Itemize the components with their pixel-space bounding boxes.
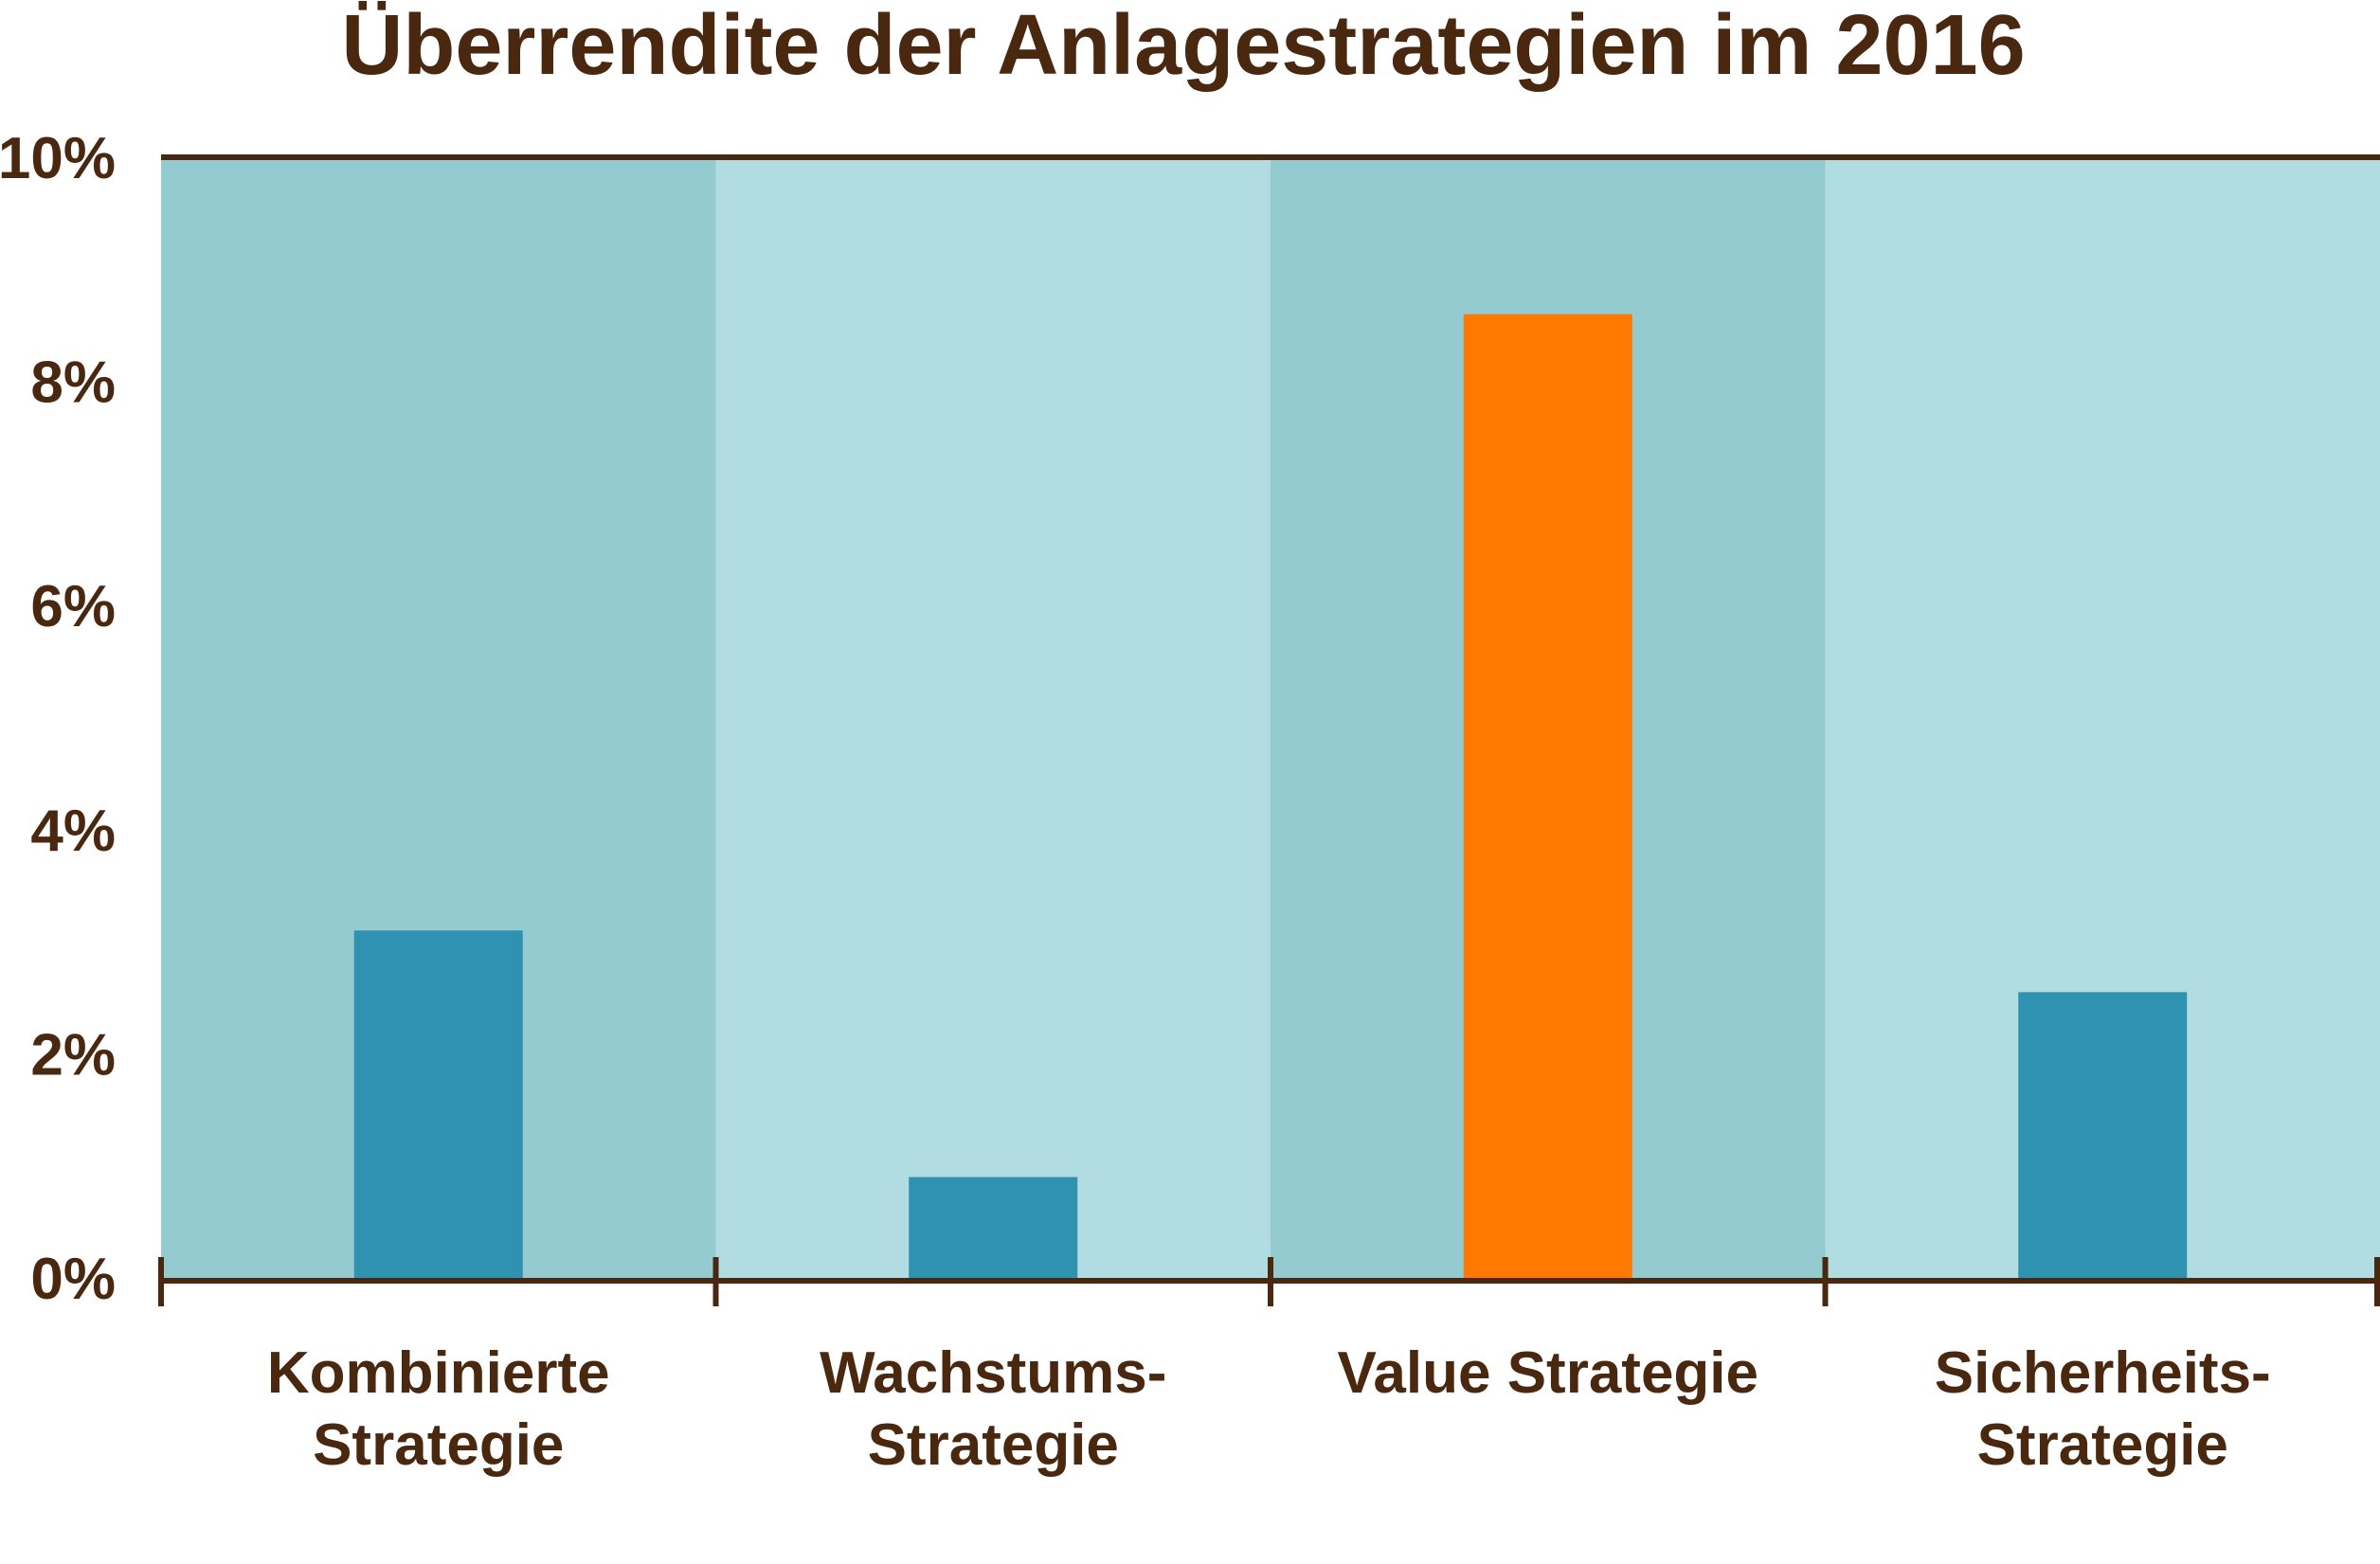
y-tick-label: 0% — [30, 1247, 116, 1312]
category-bands — [161, 157, 2380, 1278]
x-tick-label: Kombinierte — [267, 1340, 610, 1406]
bar — [2018, 992, 2188, 1278]
x-tick-label: Sicherheits- — [1935, 1340, 2271, 1406]
chart-title: Überrendite der Anlagestrategien im 2016 — [341, 0, 2025, 93]
x-axis-ticks: KombinierteStrategieWachstums-StrategieV… — [267, 1340, 2271, 1478]
y-tick-label: 8% — [30, 351, 116, 416]
x-tick-label: Strategie — [1977, 1412, 2228, 1478]
y-tick-label: 4% — [30, 799, 116, 864]
bar — [353, 930, 523, 1278]
x-tick-label: Wachstums- — [820, 1340, 1166, 1406]
bar — [909, 1177, 1078, 1278]
x-tick-label: Strategie — [868, 1412, 1119, 1478]
bar-series — [353, 314, 2188, 1278]
bar — [1463, 314, 1632, 1278]
y-tick-label: 2% — [30, 1022, 116, 1088]
y-tick-label: 6% — [30, 574, 116, 639]
axes — [158, 154, 2380, 1306]
y-tick-label: 10% — [0, 126, 116, 191]
x-tick-label: Strategie — [313, 1412, 564, 1478]
y-axis-ticks: 0% 2% 4% 6% 8% 10% — [0, 126, 116, 1312]
category-band — [715, 157, 1271, 1278]
x-tick-label: Value Strategie — [1337, 1340, 1758, 1406]
